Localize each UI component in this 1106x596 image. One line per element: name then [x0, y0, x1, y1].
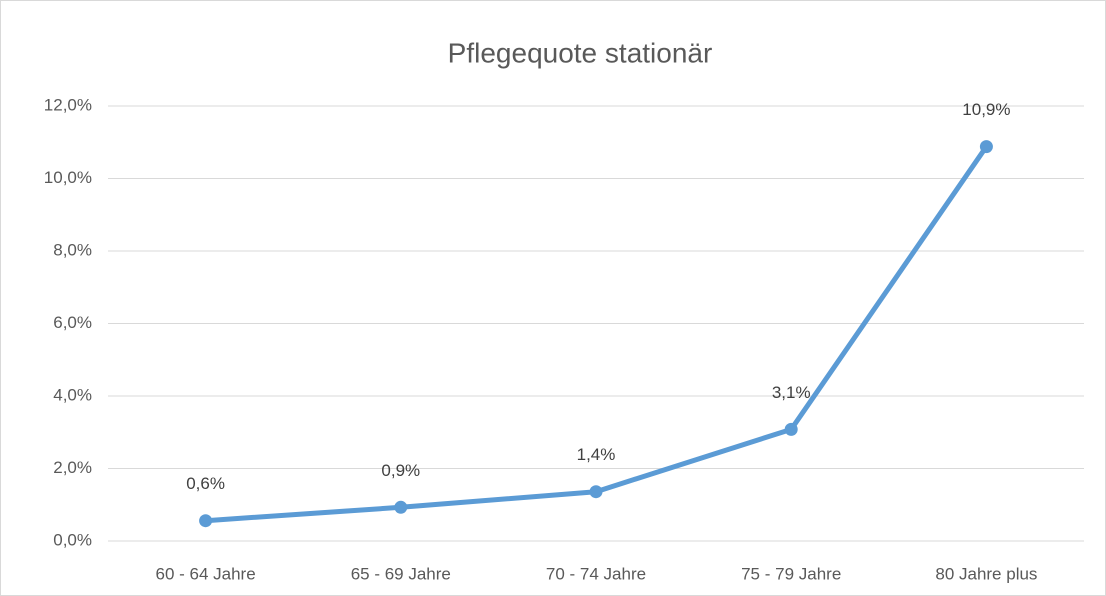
chart-title: Pflegequote stationär	[448, 37, 713, 68]
x-tick-label: 65 - 69 Jahre	[351, 564, 451, 583]
x-tick-label: 70 - 74 Jahre	[546, 564, 646, 583]
y-tick-label: 0,0%	[53, 530, 92, 549]
x-tick-label: 80 Jahre plus	[935, 564, 1037, 583]
y-tick-label: 8,0%	[53, 240, 92, 259]
y-tick-label: 4,0%	[53, 385, 92, 404]
y-tick-label: 12,0%	[44, 95, 92, 114]
data-point	[394, 500, 408, 514]
x-tick-label: 60 - 64 Jahre	[156, 564, 256, 583]
data-point	[979, 140, 993, 154]
y-tick-label: 2,0%	[53, 458, 92, 477]
data-label: 1,4%	[577, 445, 616, 464]
data-point	[199, 514, 213, 528]
data-label: 10,9%	[962, 100, 1010, 119]
data-point	[784, 422, 798, 436]
y-tick-label: 10,0%	[44, 168, 92, 187]
data-label: 0,9%	[381, 461, 420, 480]
data-label: 3,1%	[772, 383, 811, 402]
y-tick-label: 6,0%	[53, 313, 92, 332]
data-label: 0,6%	[186, 474, 225, 493]
x-tick-label: 75 - 79 Jahre	[741, 564, 841, 583]
data-point	[589, 485, 603, 499]
